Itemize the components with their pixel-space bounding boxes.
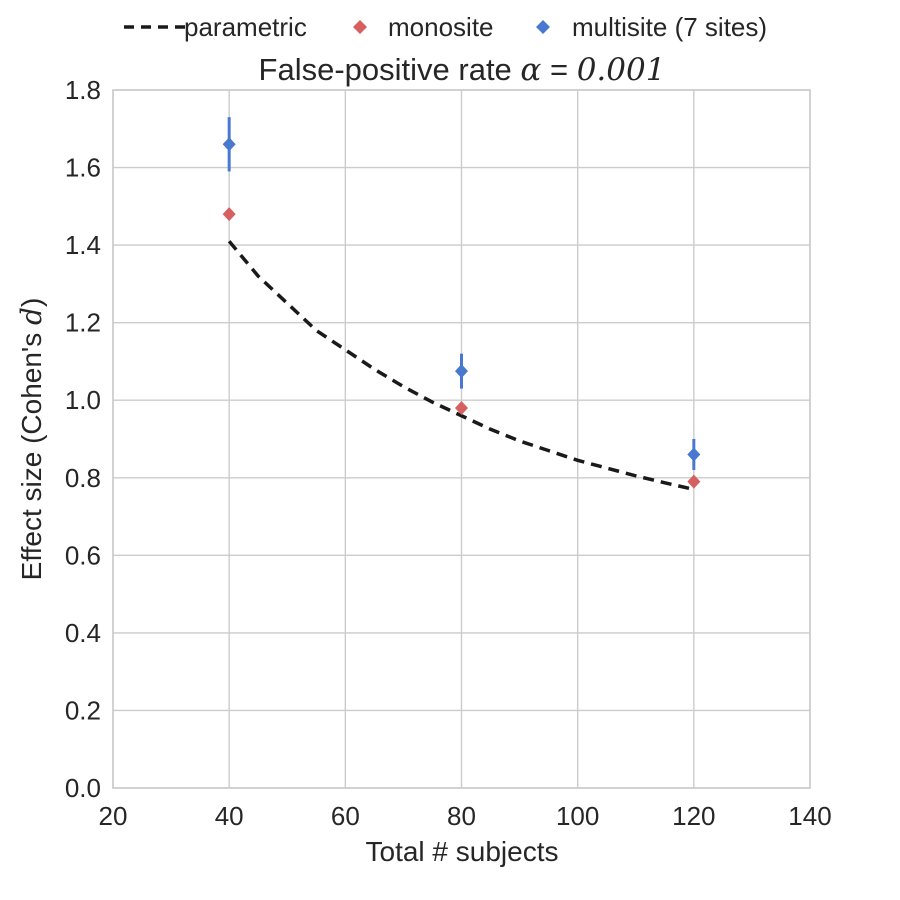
legend: parametric monosite multisite (7 sites) bbox=[124, 12, 767, 42]
x-tick-label: 20 bbox=[99, 801, 128, 831]
tick-labels: 20 40 60 80 100 120 140 0.0 0.2 0.4 0.6 0.8 1.0 1.2 1.… bbox=[65, 75, 832, 831]
legend-monosite-marker bbox=[353, 20, 367, 34]
x-tick-label: 120 bbox=[672, 801, 715, 831]
y-axis-label: Effect size (Cohen's d) bbox=[15, 298, 48, 581]
parametric-curve bbox=[227, 240, 695, 492]
multisite-point bbox=[455, 364, 468, 379]
legend-monosite-label: monosite bbox=[388, 12, 494, 42]
legend-parametric-label: parametric bbox=[184, 12, 307, 42]
x-tick-label: 80 bbox=[447, 801, 476, 831]
y-tick-label: 0.2 bbox=[65, 695, 101, 725]
x-axis-label: Total # subjects bbox=[366, 836, 559, 867]
y-tick-label: 0.6 bbox=[65, 540, 101, 570]
monosite-point bbox=[222, 207, 236, 222]
legend-multisite-label: multisite (7 sites) bbox=[572, 12, 767, 42]
plot-area bbox=[222, 117, 701, 492]
y-tick-label: 1.8 bbox=[65, 75, 101, 105]
grid bbox=[112, 89, 811, 789]
x-tick-label: 40 bbox=[215, 801, 244, 831]
multisite-point bbox=[222, 137, 236, 152]
legend-multisite-marker bbox=[536, 20, 550, 34]
y-tick-label: 1.6 bbox=[65, 153, 101, 183]
x-tick-label: 140 bbox=[788, 801, 831, 831]
y-tick-label: 0.8 bbox=[65, 463, 101, 493]
y-tick-label: 0.0 bbox=[65, 773, 101, 803]
x-tick-label: 60 bbox=[331, 801, 360, 831]
monosite-point bbox=[687, 474, 701, 489]
chart-title: False-positive rate α = 0.001 bbox=[259, 52, 666, 88]
y-tick-label: 1.2 bbox=[65, 308, 101, 338]
plot-frame bbox=[112, 89, 811, 789]
monosite-point bbox=[455, 400, 468, 415]
multisite-point bbox=[687, 447, 701, 462]
x-tick-label: 100 bbox=[556, 801, 599, 831]
y-tick-label: 1.4 bbox=[65, 230, 101, 260]
y-tick-label: 1.0 bbox=[65, 385, 101, 415]
y-tick-label: 0.4 bbox=[65, 618, 101, 648]
